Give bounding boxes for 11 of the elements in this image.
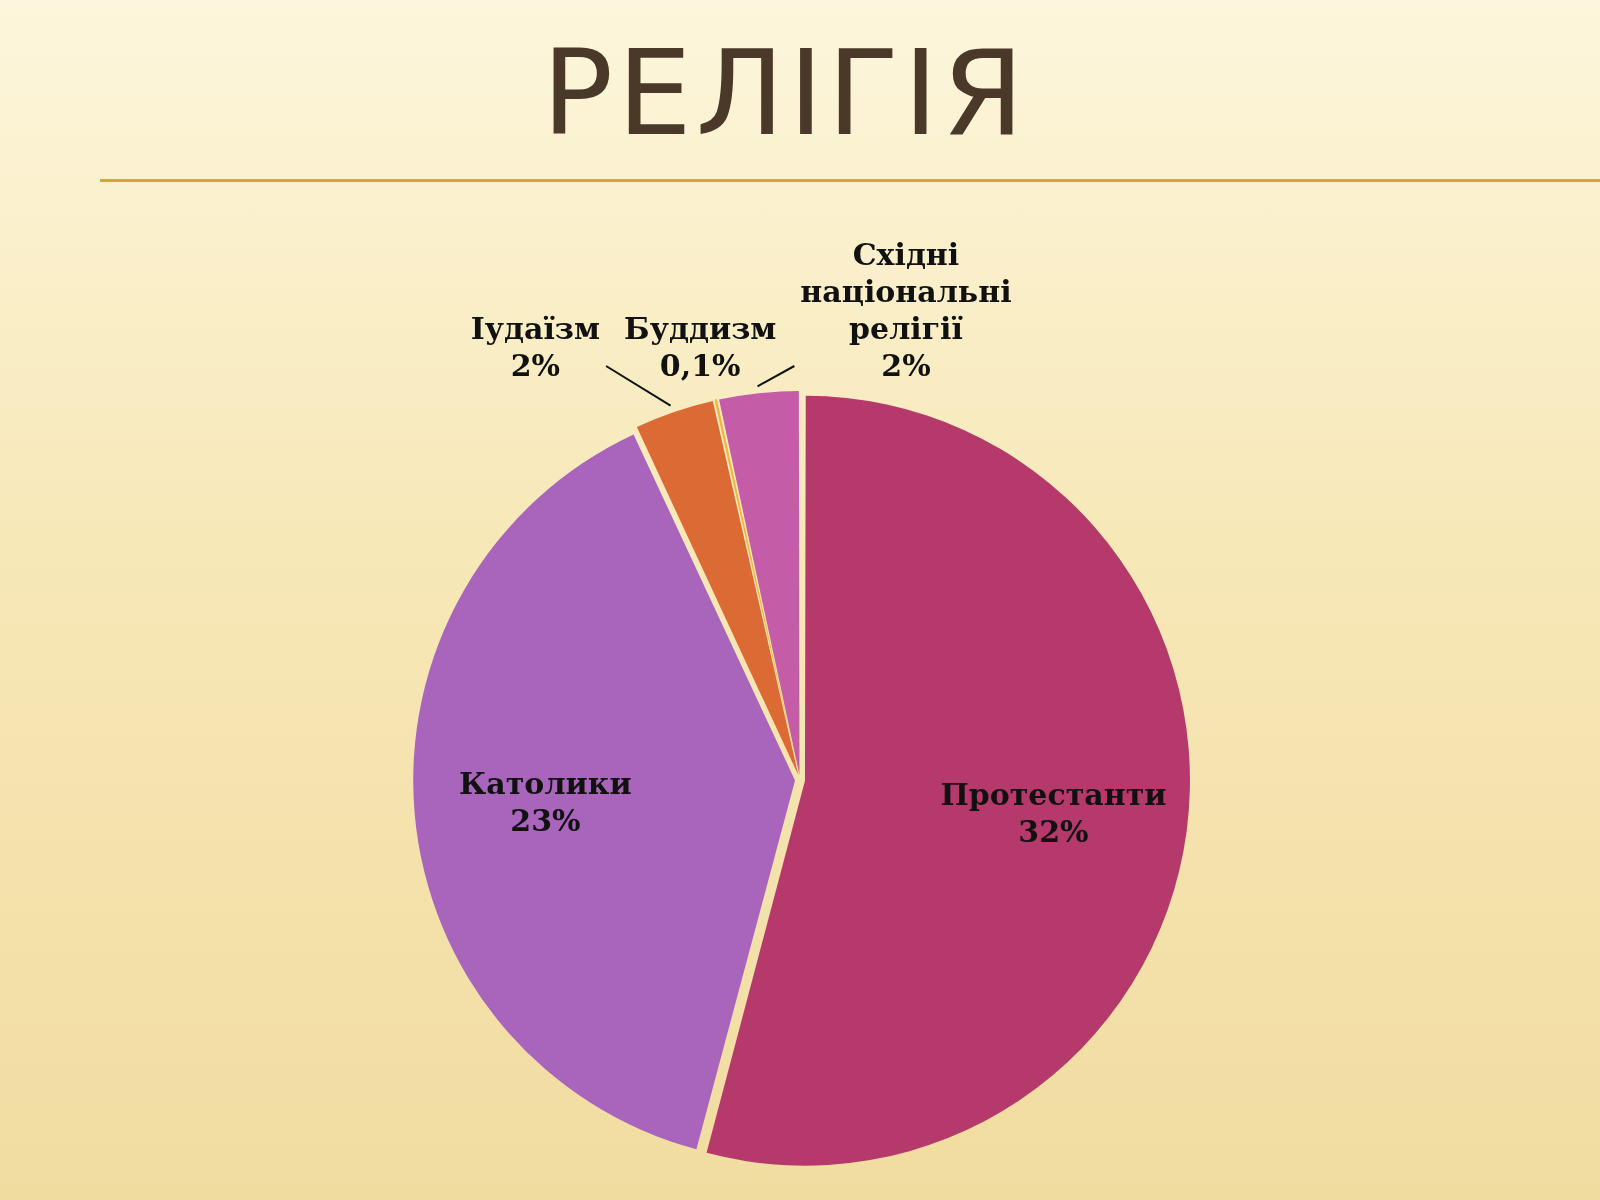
slice-label: Буддизм bbox=[624, 311, 777, 346]
data-label: 32% bbox=[1018, 813, 1089, 849]
data-label: 0,1% bbox=[659, 348, 741, 383]
data-label: 2% bbox=[510, 348, 561, 383]
slice-label: Протестанти bbox=[940, 776, 1167, 812]
chart-title: РЕЛІГІЯ bbox=[541, 24, 1029, 162]
data-label: 23% bbox=[510, 802, 581, 838]
slice-label: Східні національні релігії bbox=[800, 237, 1012, 346]
data-label: 2% bbox=[881, 348, 931, 383]
slice-label: Іудаїзм bbox=[470, 311, 601, 346]
slice-label: Католики bbox=[459, 765, 632, 801]
